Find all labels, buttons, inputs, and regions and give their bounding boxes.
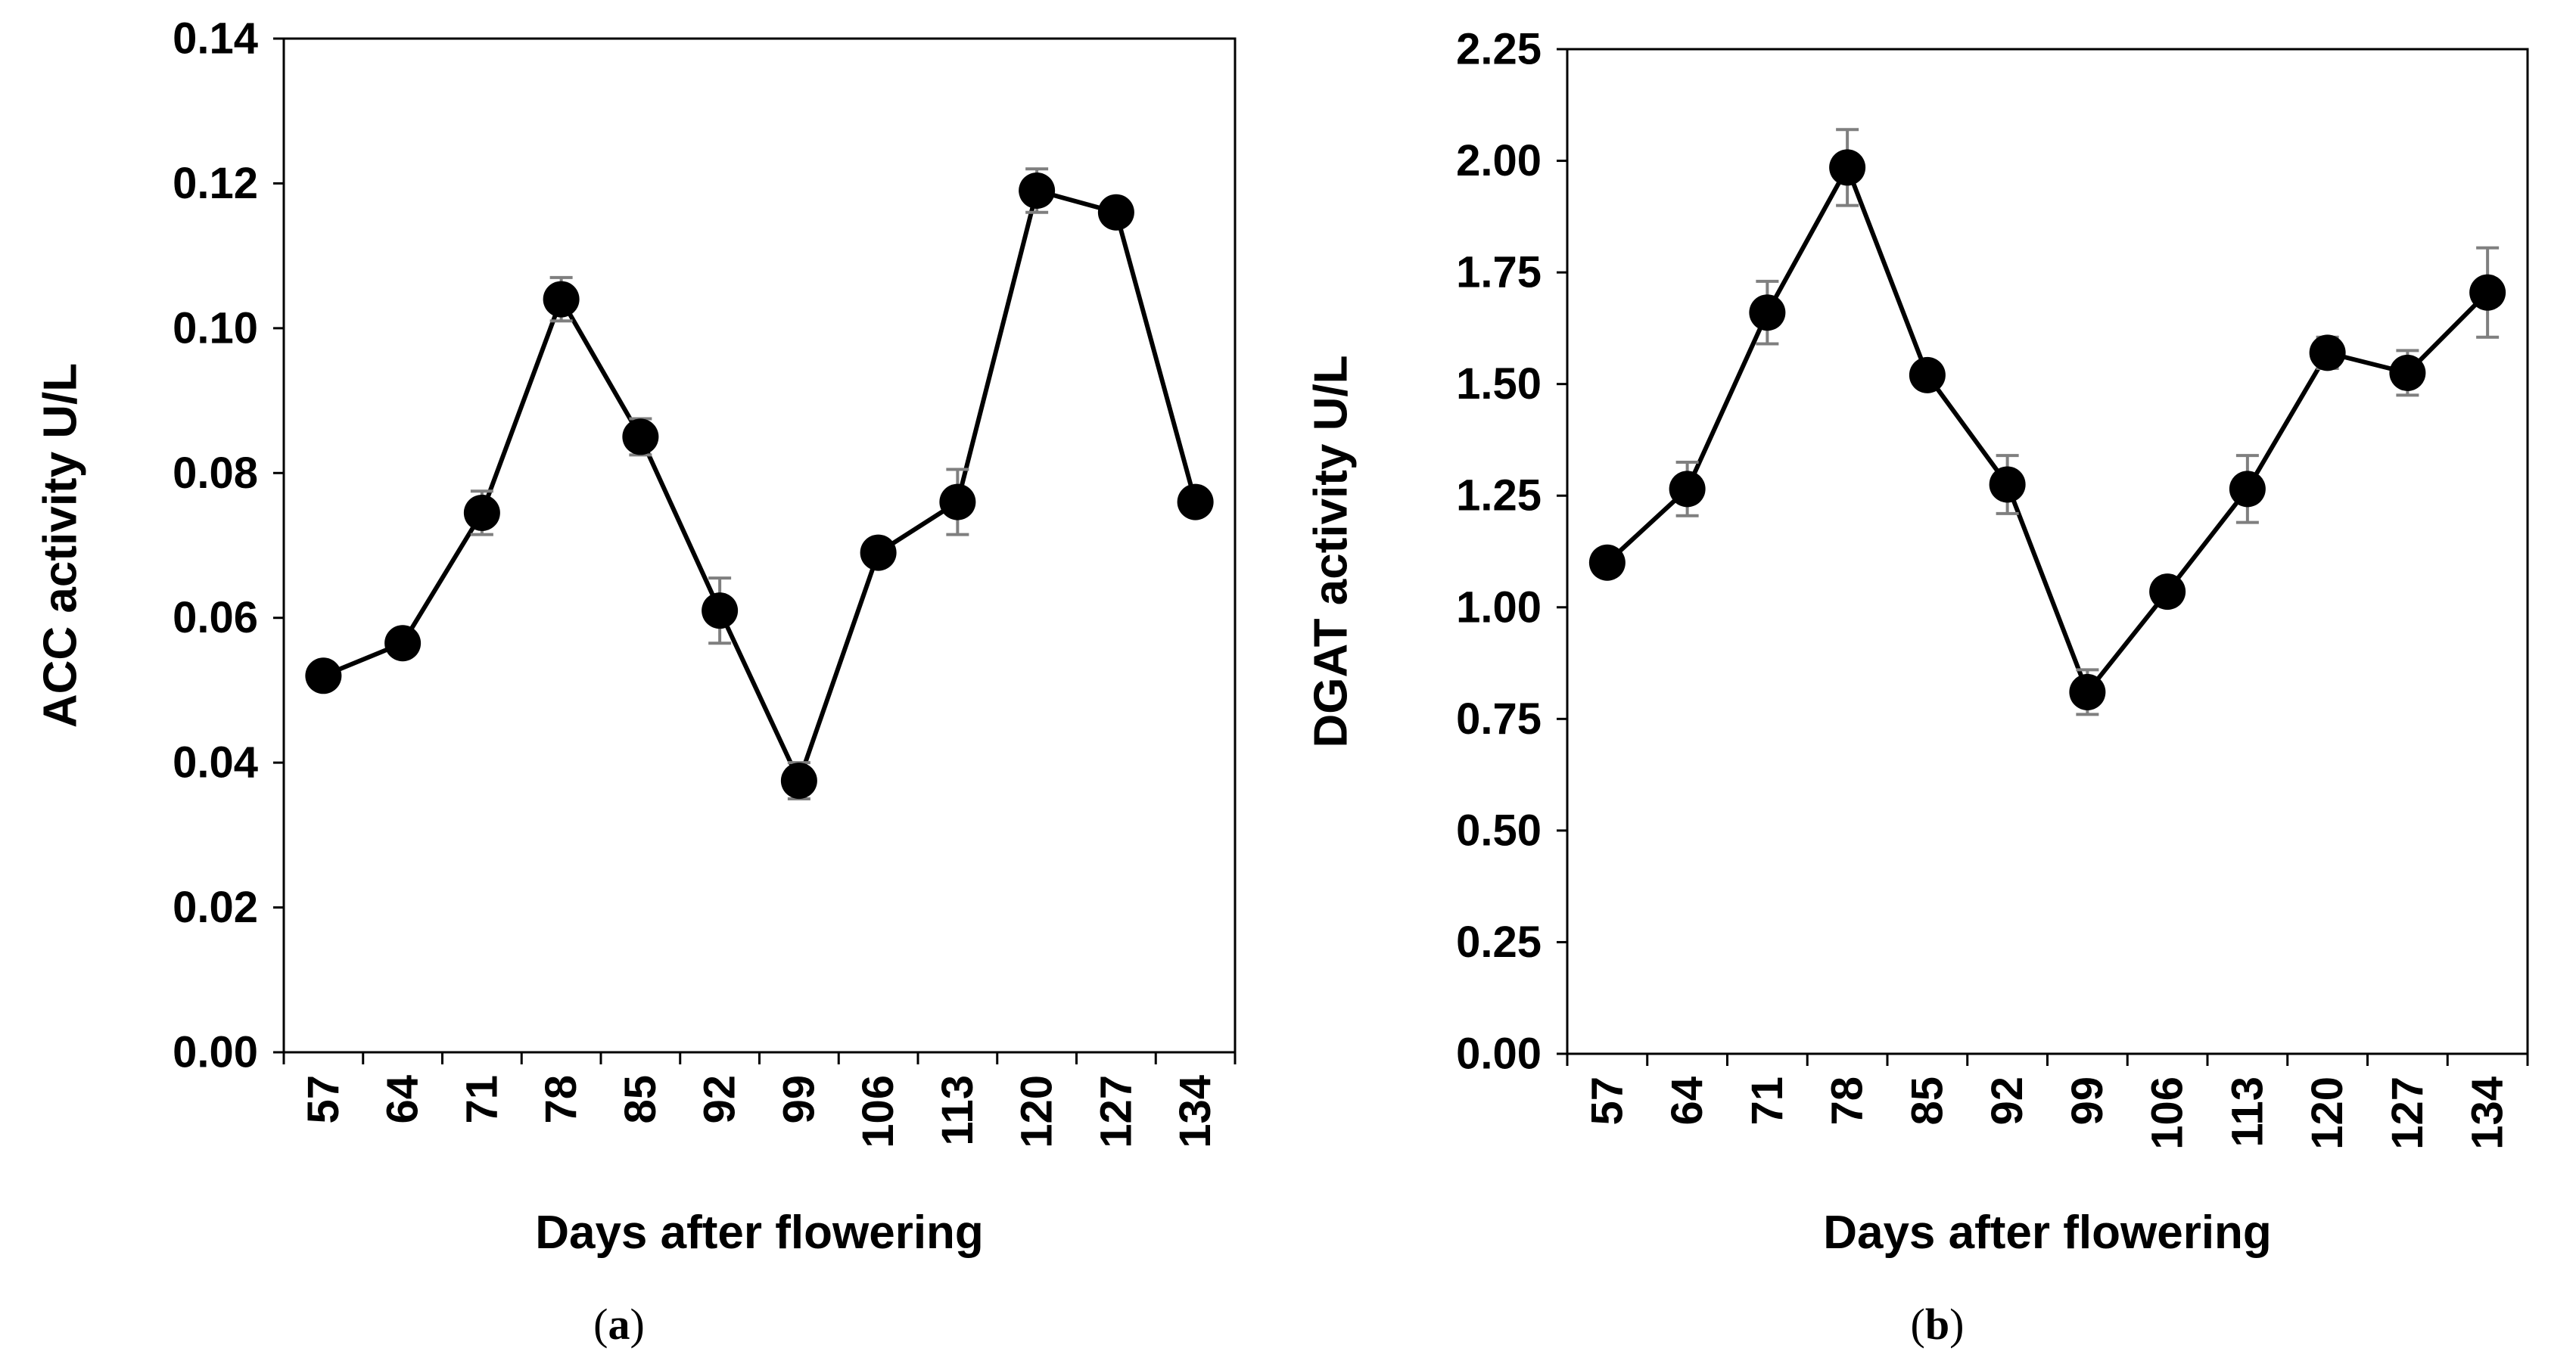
panel-b-data-point <box>2229 471 2266 508</box>
panel-b-y-tick-label: 1.50 <box>1456 359 1542 409</box>
panel-b-x-tick-label: 99 <box>2063 1076 2112 1126</box>
panel-a-x-axis-title: Days after flowering <box>535 1207 984 1259</box>
panel-b-y-tick-label: 2.25 <box>1456 25 1542 74</box>
panel-b-data-point <box>1909 356 1946 393</box>
panel-b-y-tick-label: 0.25 <box>1456 918 1542 967</box>
panel-b-y-tick-label: 2.00 <box>1456 136 1542 185</box>
panel-b-data-point <box>1669 471 1706 508</box>
panel-b-y-tick-label: 0.50 <box>1456 806 1542 855</box>
panel-a-x-tick-label: 71 <box>457 1075 506 1124</box>
panel-b-plot-frame <box>1566 48 2529 1055</box>
panel-b-y-tick-label: 1.75 <box>1456 248 1542 297</box>
panel-a-plot-frame <box>282 37 1237 1054</box>
panel-b-x-axis-title: Days after flowering <box>1823 1207 2272 1259</box>
panel-a-x-tick-label: 134 <box>1171 1075 1220 1148</box>
panel-a-data-point <box>463 494 500 531</box>
panel-b-x-tick-label: 106 <box>2143 1076 2192 1150</box>
panel-b-x-tick-label: 113 <box>2223 1076 2272 1148</box>
panel-b-series-line <box>1605 165 2490 694</box>
panel-a-y-tick-label: 0.14 <box>173 14 258 64</box>
panel-b-x-tick-label: 64 <box>1663 1076 1712 1126</box>
panel-b-caption-paren: ) <box>1949 1300 1964 1349</box>
panel-b-y-axis-title: DGAT activity U/L <box>1305 355 1358 747</box>
panel-b-data-point <box>2389 354 2426 391</box>
panel-a-y-tick-label: 0.06 <box>173 593 258 642</box>
panel-a-data-point <box>1097 194 1134 231</box>
panel-a-data-point <box>543 281 580 318</box>
panel-b-x-tick-label: 85 <box>1902 1076 1952 1126</box>
panel-a-y-tick-label: 0.12 <box>173 159 258 208</box>
panel-a-y-tick-label: 0.00 <box>173 1028 258 1077</box>
panel-b-data-point <box>1588 544 1626 581</box>
panel-a-y-tick-label: 0.08 <box>173 449 258 498</box>
panel-b-data-point <box>2309 334 2346 371</box>
panel-b-x-tick-label: 78 <box>1823 1076 1872 1126</box>
panel-b-y-tick-label: 1.00 <box>1456 582 1542 632</box>
panel-a-data-point <box>939 483 976 520</box>
panel-b-x-tick-label: 92 <box>1983 1076 2032 1126</box>
panel-a-series-line <box>322 188 1198 784</box>
panel-a-y-axis-title: ACC activity U/L <box>35 363 87 728</box>
panel-a-data-point <box>305 657 342 694</box>
panel-a-x-tick-label: 113 <box>933 1075 982 1146</box>
panel-b-y-tick-label: 1.25 <box>1456 471 1542 520</box>
panel-b-caption-paren: ( <box>1911 1300 1925 1349</box>
panel-a-x-tick-label: 120 <box>1013 1075 1062 1148</box>
panel-a-data-point <box>860 534 897 571</box>
panel-a-data-point <box>622 418 659 455</box>
panel-a-x-tick-label: 106 <box>854 1075 903 1148</box>
panel-a-caption-letter: a <box>608 1300 630 1349</box>
panel-a-caption: (a) <box>593 1300 645 1349</box>
panel-b-data-point <box>1749 294 1786 331</box>
panel-b-x-tick-label: 57 <box>1582 1076 1632 1126</box>
panel-b-x-tick-label: 134 <box>2463 1076 2512 1150</box>
panel-b-data-point <box>2069 673 2106 710</box>
panel-b-data-point <box>2149 573 2186 610</box>
panel-a-y-tick-label: 0.04 <box>173 738 258 788</box>
panel-b-data-point <box>1829 149 1866 186</box>
panel-b-x-tick-label: 120 <box>2303 1076 2352 1150</box>
panel-a-data-point <box>1019 172 1056 209</box>
panel-a-x-tick-label: 57 <box>299 1075 348 1124</box>
panel-a-x-tick-label: 92 <box>695 1075 745 1124</box>
panel-a-data-point <box>1177 483 1214 520</box>
panel-a-x-tick-label: 78 <box>537 1075 586 1124</box>
panel-a-data-point <box>702 592 739 629</box>
panel-a-x-tick-label: 127 <box>1091 1075 1140 1148</box>
panel-a-caption-paren: ) <box>630 1300 645 1349</box>
panel-a-y-tick-label: 0.02 <box>173 883 258 932</box>
panel-a-caption-paren: ( <box>593 1300 608 1349</box>
panel-b-x-tick-label: 127 <box>2383 1076 2432 1150</box>
panel-a-y-tick-label: 0.10 <box>173 303 258 353</box>
panel-b-y-tick-label: 0.00 <box>1456 1030 1542 1079</box>
panel-a-x-tick-label: 64 <box>378 1075 428 1124</box>
panel-b-data-point <box>2469 274 2506 311</box>
panel-a-x-tick-label: 99 <box>774 1075 823 1124</box>
panel-b-data-point <box>1989 466 2026 503</box>
panel-b-caption-letter: b <box>1925 1300 1949 1349</box>
panel-b-x-tick-label: 71 <box>1743 1076 1792 1126</box>
panel-a-data-point <box>780 763 817 800</box>
panel-a-data-point <box>384 625 422 662</box>
panel-a-x-tick-label: 85 <box>616 1075 665 1124</box>
panel-b-caption: (b) <box>1911 1300 1965 1349</box>
panel-b-y-tick-label: 0.75 <box>1456 694 1542 744</box>
